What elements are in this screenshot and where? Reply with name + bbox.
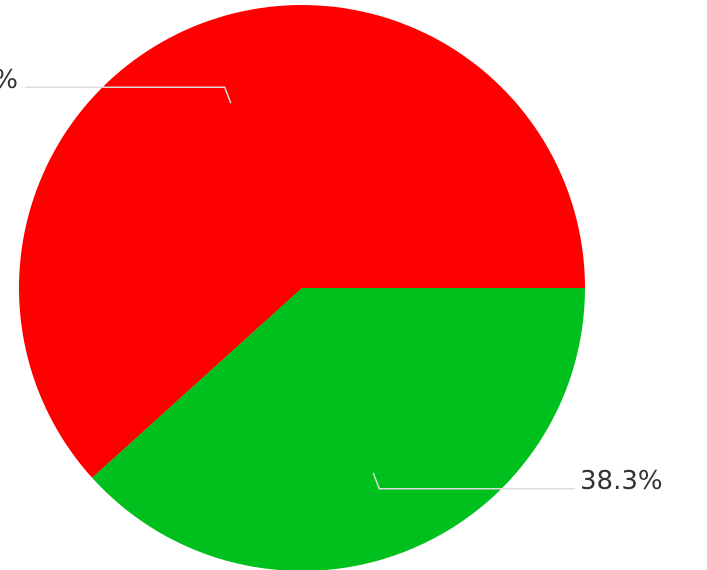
data-label: 61.7% <box>0 65 18 95</box>
pie-slice <box>18 4 585 478</box>
data-label: 38.3% <box>580 466 663 496</box>
pie-slice <box>92 288 585 570</box>
leader-line <box>25 86 232 104</box>
leader-line <box>372 472 575 490</box>
